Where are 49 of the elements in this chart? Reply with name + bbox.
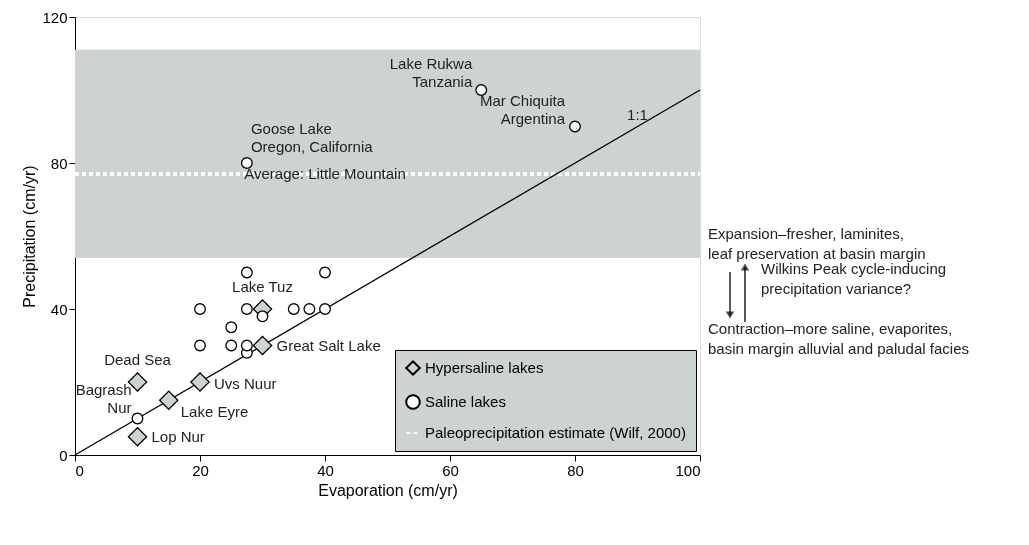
point (240, 303, 253, 315)
point (159, 390, 179, 410)
point (287, 303, 300, 315)
x-tick-label: 20 (192, 461, 209, 479)
point (190, 372, 210, 392)
legend-label: Saline lakes (425, 393, 506, 410)
annotation: Goose Lake Oregon, California (250, 120, 374, 155)
x-axis-title: Evaporation (cm/yr) (318, 481, 458, 499)
point (240, 157, 253, 169)
point (252, 335, 273, 356)
point (569, 120, 581, 133)
annotation: Mar Chiquita Argentina (479, 91, 566, 127)
text: Contraction–more saline, evaporites, basin margin alluvial and paludal facies (708, 320, 969, 357)
x-tick-label: 80 (567, 461, 584, 479)
annotation: Average: Little Mountain (244, 164, 406, 182)
point (256, 310, 269, 323)
annotation: Lake Eyre (180, 403, 249, 421)
point (127, 427, 148, 447)
y-tick-label: 80 (50, 154, 68, 172)
point (131, 412, 144, 425)
point (225, 321, 238, 334)
text: Expansion–fresher, laminites, leaf preservation at basin margin (708, 225, 926, 262)
x-tick-label: 100 (675, 461, 701, 479)
annotation: Uvs Nuur (214, 375, 277, 392)
y-tick-label: 0 (59, 446, 68, 464)
y-tick-label: 120 (42, 8, 68, 26)
point (194, 339, 206, 352)
annotation: Lop Nur (151, 427, 205, 445)
point (240, 339, 253, 352)
annotation: Bagrash Nur (75, 380, 132, 416)
annotation: Lake Rukwa Tanzania (389, 55, 473, 90)
point (475, 84, 488, 96)
x-tick-label: 40 (317, 461, 334, 479)
point (319, 266, 331, 279)
y-axis-title: Precipitation (cm/yr) (21, 165, 39, 308)
annotation: Great Salt Lake (276, 336, 381, 354)
legend-label: Hypersaline lakes (425, 359, 544, 376)
point (225, 339, 238, 352)
point (240, 266, 253, 279)
x-tick-label: 60 (442, 461, 459, 479)
point (303, 303, 316, 315)
annotation: Lake Tuz (232, 278, 293, 295)
y-tick-label: 40 (50, 300, 68, 318)
annotation: Dead Sea (104, 351, 172, 368)
legend-label: Paleoprecipitation estimate (Wilf, 2000) (425, 424, 686, 441)
point (319, 303, 331, 315)
annotation: 1:1 (627, 105, 648, 123)
point (194, 303, 206, 315)
x-tick-label: 0 (75, 461, 84, 479)
